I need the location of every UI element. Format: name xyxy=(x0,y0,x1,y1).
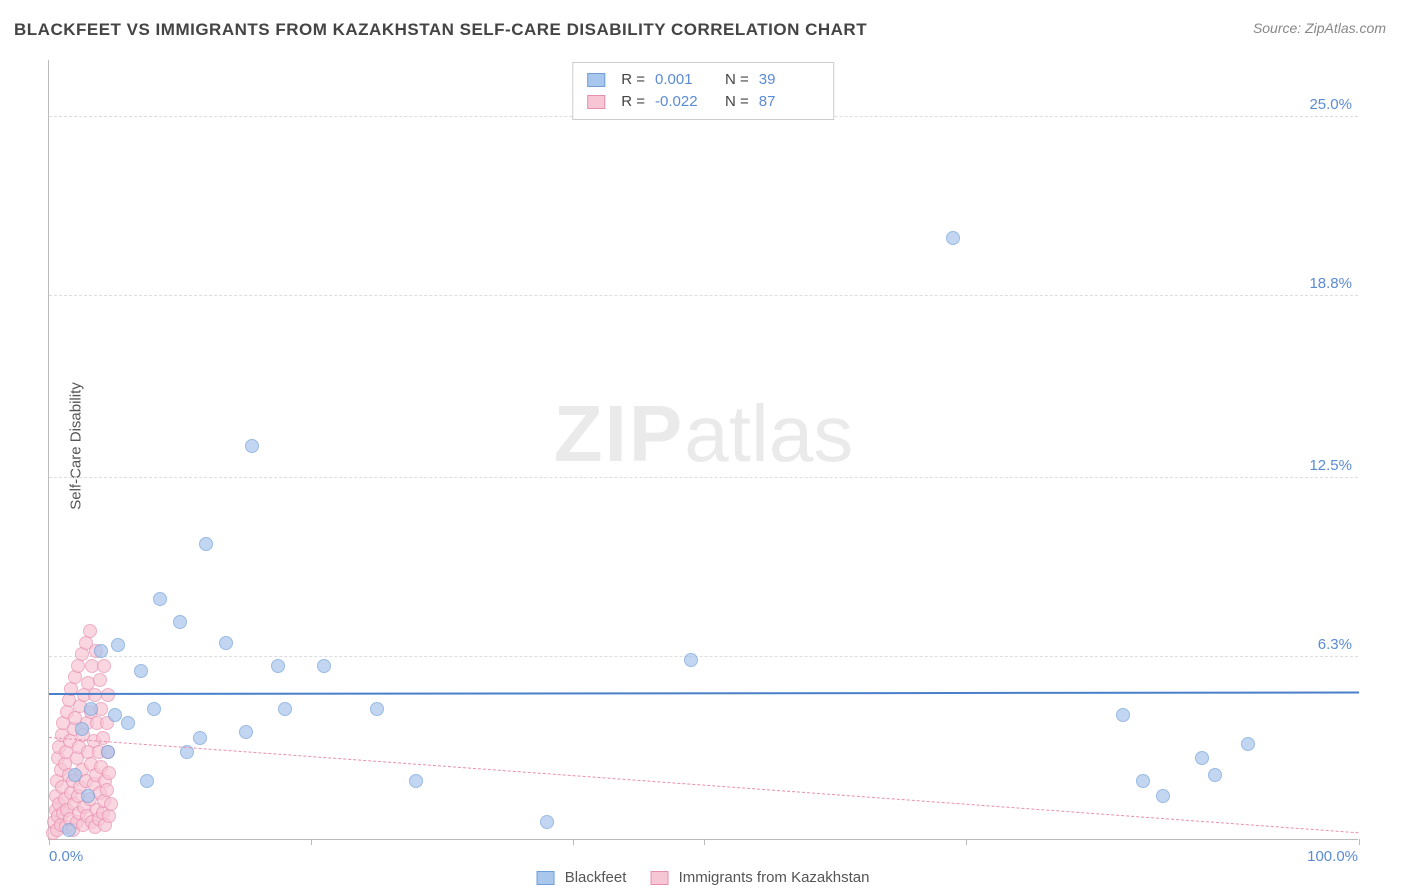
watermark: ZIPatlas xyxy=(554,388,853,480)
data-point xyxy=(193,731,207,745)
data-point xyxy=(1208,768,1222,782)
data-point xyxy=(239,725,253,739)
series-1-name: Blackfeet xyxy=(565,869,627,886)
data-point xyxy=(104,797,118,811)
legend-swatch-1 xyxy=(587,73,605,87)
trend-line xyxy=(49,737,1359,833)
series-2-name: Immigrants from Kazakhstan xyxy=(679,869,870,886)
data-point xyxy=(199,537,213,551)
chart-root: BLACKFEET VS IMMIGRANTS FROM KAZAKHSTAN … xyxy=(0,0,1406,892)
y-tick-label: 6.3% xyxy=(1318,636,1352,653)
n-label-1: N = xyxy=(725,69,749,91)
correlation-row-2: R = -0.022 N = 87 xyxy=(587,91,819,113)
x-tick xyxy=(704,839,705,845)
data-point xyxy=(946,231,960,245)
data-point xyxy=(278,702,292,716)
correlation-legend: R = 0.001 N = 39 R = -0.022 N = 87 xyxy=(572,62,834,120)
watermark-rest: atlas xyxy=(684,389,853,478)
data-point xyxy=(173,615,187,629)
gridline xyxy=(49,295,1358,296)
data-point xyxy=(75,722,89,736)
data-point xyxy=(93,673,107,687)
data-point xyxy=(1241,737,1255,751)
data-point xyxy=(684,653,698,667)
data-point xyxy=(102,766,116,780)
n-value-1: 39 xyxy=(759,69,819,91)
data-point xyxy=(1136,774,1150,788)
trend-line xyxy=(49,691,1359,694)
gridline xyxy=(49,477,1358,478)
series-legend-item-1: Blackfeet xyxy=(537,869,627,886)
data-point xyxy=(134,664,148,678)
x-tick xyxy=(311,839,312,845)
data-point xyxy=(97,659,111,673)
data-point xyxy=(101,745,115,759)
data-point xyxy=(111,638,125,652)
r-label-2: R = xyxy=(621,91,645,113)
data-point xyxy=(219,636,233,650)
source-attribution: Source: ZipAtlas.com xyxy=(1253,20,1386,36)
data-point xyxy=(96,731,110,745)
correlation-row-1: R = 0.001 N = 39 xyxy=(587,69,819,91)
data-point xyxy=(370,702,384,716)
y-tick-label: 12.5% xyxy=(1309,457,1352,474)
series-legend-item-2: Immigrants from Kazakhstan xyxy=(650,869,869,886)
data-point xyxy=(68,768,82,782)
r-value-2: -0.022 xyxy=(655,91,715,113)
data-point xyxy=(1195,751,1209,765)
data-point xyxy=(140,774,154,788)
plot-area: ZIPatlas 0.0% 100.0% 6.3%12.5%18.8%25.0% xyxy=(48,60,1358,840)
chart-title: BLACKFEET VS IMMIGRANTS FROM KAZAKHSTAN … xyxy=(14,20,867,40)
data-point xyxy=(540,815,554,829)
data-point xyxy=(62,823,76,837)
data-point xyxy=(153,592,167,606)
data-point xyxy=(147,702,161,716)
legend-swatch-2b xyxy=(650,871,668,885)
x-axis-max-label: 100.0% xyxy=(1307,848,1358,865)
watermark-bold: ZIP xyxy=(554,389,684,478)
data-point xyxy=(245,439,259,453)
data-point xyxy=(94,644,108,658)
series-legend: Blackfeet Immigrants from Kazakhstan xyxy=(537,869,870,886)
data-point xyxy=(84,702,98,716)
r-value-1: 0.001 xyxy=(655,69,715,91)
y-tick-label: 25.0% xyxy=(1309,96,1352,113)
data-point xyxy=(317,659,331,673)
data-point xyxy=(1156,789,1170,803)
gridline xyxy=(49,656,1358,657)
data-point xyxy=(271,659,285,673)
x-tick xyxy=(1359,839,1360,845)
n-label-2: N = xyxy=(725,91,749,113)
legend-swatch-2 xyxy=(587,95,605,109)
data-point xyxy=(100,783,114,797)
x-tick xyxy=(966,839,967,845)
data-point xyxy=(83,624,97,638)
data-point xyxy=(108,708,122,722)
data-point xyxy=(409,774,423,788)
x-axis-min-label: 0.0% xyxy=(49,848,83,865)
r-label-1: R = xyxy=(621,69,645,91)
data-point xyxy=(1116,708,1130,722)
n-value-2: 87 xyxy=(759,91,819,113)
y-tick-label: 18.8% xyxy=(1309,275,1352,292)
data-point xyxy=(81,789,95,803)
x-tick xyxy=(573,839,574,845)
data-point xyxy=(121,716,135,730)
legend-swatch-1b xyxy=(537,871,555,885)
